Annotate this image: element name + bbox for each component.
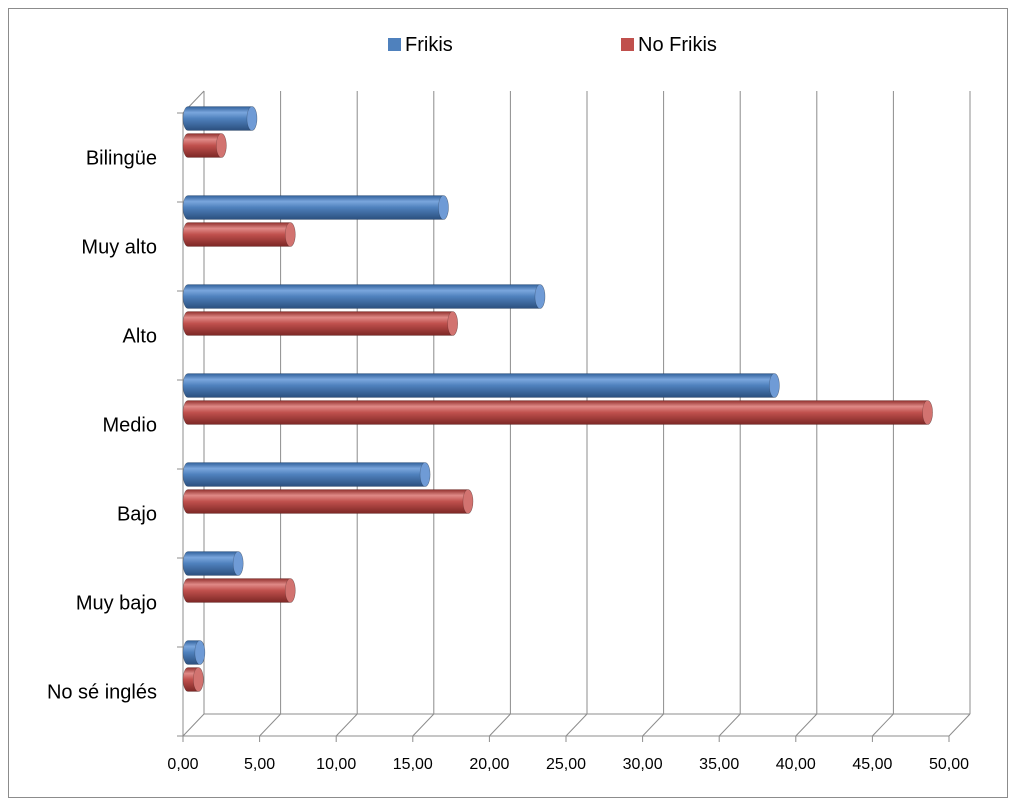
bar-cap (419, 462, 431, 487)
category-label: Muy bajo (76, 593, 157, 615)
floor-gridline (259, 713, 281, 737)
bar-frikis (182, 284, 546, 309)
x-tick-label: 50,00 (929, 756, 969, 773)
bar-frikis (182, 195, 449, 220)
floor-gridline (412, 713, 435, 737)
floor-gridline (642, 713, 664, 737)
bar-cap (438, 195, 449, 220)
floor-gridline (565, 713, 588, 737)
x-tick-label: 5,00 (244, 756, 275, 773)
floor-gridline (718, 713, 741, 737)
x-tick-label: 45,00 (852, 756, 892, 773)
floor-gridline (335, 713, 358, 737)
category-label: Bajo (117, 504, 157, 526)
x-tick-label: 15,00 (393, 756, 433, 773)
legend-label-frikis: Frikis (405, 34, 453, 56)
x-tick-label: 0,00 (167, 756, 198, 773)
bar-cap (216, 133, 227, 158)
x-tick-label: 35,00 (699, 756, 739, 773)
x-tick-labels: 0,00 5,00 10,00 15,00 20,00 25,00 30,00 35,00 40… (167, 756, 969, 773)
legend-swatch-frikis (388, 38, 401, 51)
bar-cap (246, 106, 258, 131)
bar-frikis (182, 462, 431, 487)
bar-cap (769, 373, 780, 398)
x-tick-label: 25,00 (546, 756, 586, 773)
category-label: No sé inglés (47, 682, 157, 704)
x-tick-label: 20,00 (469, 756, 509, 773)
bars (182, 106, 933, 692)
bar-no-frikis (182, 311, 458, 336)
floor-gridline (489, 713, 511, 737)
x-tick-label: 40,00 (776, 756, 816, 773)
bar-no-frikis (182, 489, 474, 514)
category-label: Bilingüe (86, 148, 157, 170)
bar-cap (194, 640, 206, 665)
bar-cap (284, 222, 296, 247)
legend-swatch-no-frikis (621, 38, 634, 51)
category-label: Medio (103, 415, 157, 437)
floor-gridline (872, 713, 894, 737)
bar-cap (193, 667, 204, 692)
bar-cap (534, 284, 546, 309)
category-labels: Bilingüe Muy alto Alto Medio Bajo Muy bajo No … (47, 148, 157, 704)
bar-no-frikis (182, 222, 296, 247)
bar-cap (447, 311, 458, 336)
bar-frikis (182, 373, 780, 398)
bar-cap (232, 551, 244, 576)
axes (177, 90, 970, 737)
bar-no-frikis (182, 578, 296, 603)
category-label: Alto (123, 326, 157, 348)
category-label: Muy alto (81, 237, 157, 259)
bar-no-frikis (182, 400, 933, 425)
bar-frikis (182, 106, 258, 131)
bar-cap (284, 578, 296, 603)
legend: Frikis No Frikis (388, 34, 717, 56)
x-tick-label: 30,00 (623, 756, 663, 773)
x-tick-label: 10,00 (316, 756, 356, 773)
floor-gridline (182, 713, 205, 737)
legend-label-no-frikis: No Frikis (638, 34, 717, 56)
floor-gridline (795, 713, 818, 737)
bar-cap (922, 400, 933, 425)
bar-cap (462, 489, 474, 514)
floor-gridline (948, 713, 971, 737)
